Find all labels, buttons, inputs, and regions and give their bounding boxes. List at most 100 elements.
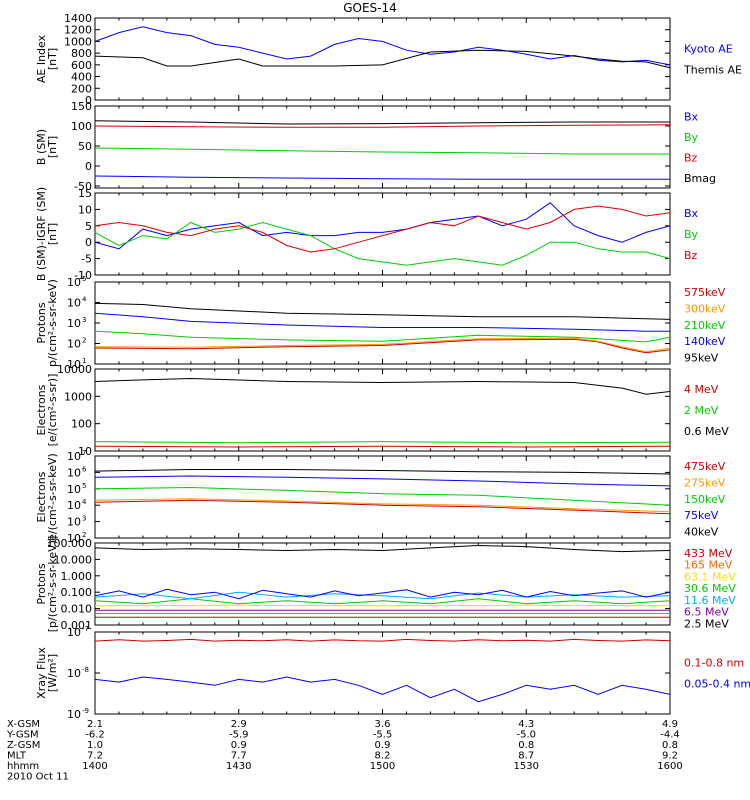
series-line-575keV bbox=[95, 338, 670, 354]
legend-entry: Themis AE bbox=[683, 64, 742, 77]
y-axis-label: Electrons bbox=[35, 471, 48, 522]
panel-frame bbox=[94, 631, 671, 715]
series-line-0.05-0.4-nm bbox=[95, 676, 670, 703]
y-tick-exponent: -7 bbox=[82, 625, 89, 633]
series-line-0.1-0.8-nm bbox=[95, 638, 670, 642]
series-line-Bz bbox=[95, 205, 670, 253]
panel-7: 0.001 0.010 0.100 1.000 10.000 100.000 Protons… bbox=[35, 536, 736, 633]
y-tick-label: 0 bbox=[85, 94, 92, 107]
xaxis-row-label: Z-GSM bbox=[7, 740, 40, 751]
y-tick-label: 10.000 bbox=[54, 553, 93, 566]
panel-5: 10 100 1000 10000 Electrons[e/(cm²-s-sr)] 4 M… bbox=[35, 363, 729, 458]
y-tick-label: 10 bbox=[67, 708, 81, 721]
legend-entry: 75keV bbox=[684, 509, 719, 522]
y-tick-label: 100 bbox=[71, 418, 92, 431]
y-tick-label: 10000 bbox=[57, 363, 92, 376]
y-tick-exponent: 1 bbox=[82, 357, 86, 365]
y-tick-label: 10 bbox=[67, 338, 81, 351]
y-tick-label: 5 bbox=[85, 220, 92, 233]
panel-frame bbox=[94, 368, 671, 452]
xaxis-value: 1600 bbox=[657, 761, 682, 772]
y-tick-label: 100.000 bbox=[47, 537, 93, 550]
xaxis-value: 8.7 bbox=[518, 751, 534, 762]
y-tick-label: 10 bbox=[67, 532, 81, 545]
xaxis-value: 4.3 bbox=[518, 719, 534, 730]
legend-entry: 11.6 MeV bbox=[684, 594, 736, 607]
xaxis-value: 1400 bbox=[82, 761, 107, 772]
legend-entry: 0.05-0.4 nm bbox=[684, 678, 750, 691]
y-tick-label: 10 bbox=[67, 450, 81, 463]
y-axis-label: [nT] bbox=[46, 223, 59, 245]
y-tick-label: 200 bbox=[71, 82, 92, 95]
y-tick-label: -10 bbox=[74, 269, 92, 282]
xaxis-value: 7.7 bbox=[231, 751, 247, 762]
legend-entry: 40keV bbox=[684, 526, 719, 539]
xaxis-value: -6.2 bbox=[85, 730, 105, 741]
legend-entry: 0.6 MeV bbox=[684, 425, 729, 438]
y-axis-label: Xray Flux bbox=[35, 647, 48, 699]
y-tick-label: 1400 bbox=[64, 12, 92, 25]
series-line-300keV bbox=[95, 337, 670, 353]
series-line-4-MeV bbox=[95, 445, 670, 448]
legend-entry: 210keV bbox=[684, 319, 726, 332]
series-line-140keV bbox=[95, 312, 670, 332]
legend-entry: 433 MeV bbox=[684, 547, 733, 560]
y-tick-label: 10 bbox=[67, 466, 81, 479]
xaxis-row-label: hhmm bbox=[7, 761, 39, 772]
y-tick-label: 0.001 bbox=[61, 619, 93, 632]
series-line-75keV bbox=[95, 475, 670, 487]
series-line-475keV bbox=[95, 499, 670, 515]
xaxis-value: 7.2 bbox=[87, 751, 103, 762]
xaxis-value: 4.9 bbox=[662, 719, 678, 730]
series-line-By bbox=[95, 147, 670, 155]
xaxis-value: 9.2 bbox=[662, 751, 678, 762]
y-tick-label: 10 bbox=[78, 445, 92, 458]
y-tick-label: 800 bbox=[71, 47, 92, 60]
legend-entry: Bz bbox=[684, 151, 698, 164]
y-axis-label: p/(cm²-s-sr-keV) bbox=[46, 279, 59, 367]
series-line-11.6-MeV bbox=[95, 591, 670, 600]
legend-entry: Bx bbox=[684, 110, 699, 123]
y-tick-label: 10 bbox=[67, 499, 81, 512]
y-axis-label: Protons bbox=[35, 302, 48, 343]
y-axis-label: [nT] bbox=[46, 136, 59, 158]
y-tick-label: 1000 bbox=[64, 390, 92, 403]
y-tick-label: 50 bbox=[78, 140, 92, 153]
y-tick-label: 10 bbox=[67, 483, 81, 496]
y-axis-label: [nT] bbox=[46, 48, 59, 70]
y-tick-label: 10 bbox=[67, 317, 81, 330]
y-axis-label: Protons bbox=[35, 563, 48, 604]
y-tick-label: -50 bbox=[74, 180, 92, 193]
legend-entry: Kyoto AE bbox=[684, 43, 733, 56]
xaxis-row-label: X-GSM bbox=[7, 719, 40, 730]
series-line-2.5-MeV bbox=[95, 544, 670, 553]
legend-entry: 4 MeV bbox=[684, 383, 719, 396]
panel-3: -10 -5 0 5 10 15 B (SM)-IGRF (SM)[nT] Bx By Bz bbox=[35, 187, 699, 282]
panel-frame bbox=[94, 455, 671, 539]
xaxis-row-label: MLT bbox=[7, 751, 27, 762]
y-tick-label: 0.010 bbox=[61, 603, 93, 616]
series-line-0.6-MeV bbox=[95, 377, 670, 395]
series-line-150keV bbox=[95, 486, 670, 506]
y-tick-exponent: 5 bbox=[82, 275, 86, 283]
y-tick-label: 10 bbox=[67, 516, 81, 529]
xaxis-value: 1.0 bbox=[87, 740, 103, 751]
legend-entry: 2 MeV bbox=[684, 404, 719, 417]
legend-entry: 300keV bbox=[684, 302, 726, 315]
xaxis-value: -5.0 bbox=[516, 730, 536, 741]
legend-entry: 475keV bbox=[684, 460, 726, 473]
y-tick-label: 10 bbox=[67, 297, 81, 310]
y-tick-label: 400 bbox=[71, 71, 92, 84]
y-tick-label: 600 bbox=[71, 59, 92, 72]
y-tick-label: 10 bbox=[67, 667, 81, 680]
legend-entry: By bbox=[684, 131, 699, 144]
panel-frame bbox=[94, 17, 671, 101]
xaxis-value: 1430 bbox=[226, 761, 251, 772]
y-tick-exponent: 7 bbox=[82, 449, 86, 457]
series-line-By bbox=[95, 221, 670, 266]
y-tick-label: 1000 bbox=[64, 35, 92, 48]
legend-entry: Bx bbox=[684, 207, 699, 220]
legend-entry: 140keV bbox=[684, 335, 726, 348]
legend-entry: 30.6 MeV bbox=[684, 582, 736, 595]
